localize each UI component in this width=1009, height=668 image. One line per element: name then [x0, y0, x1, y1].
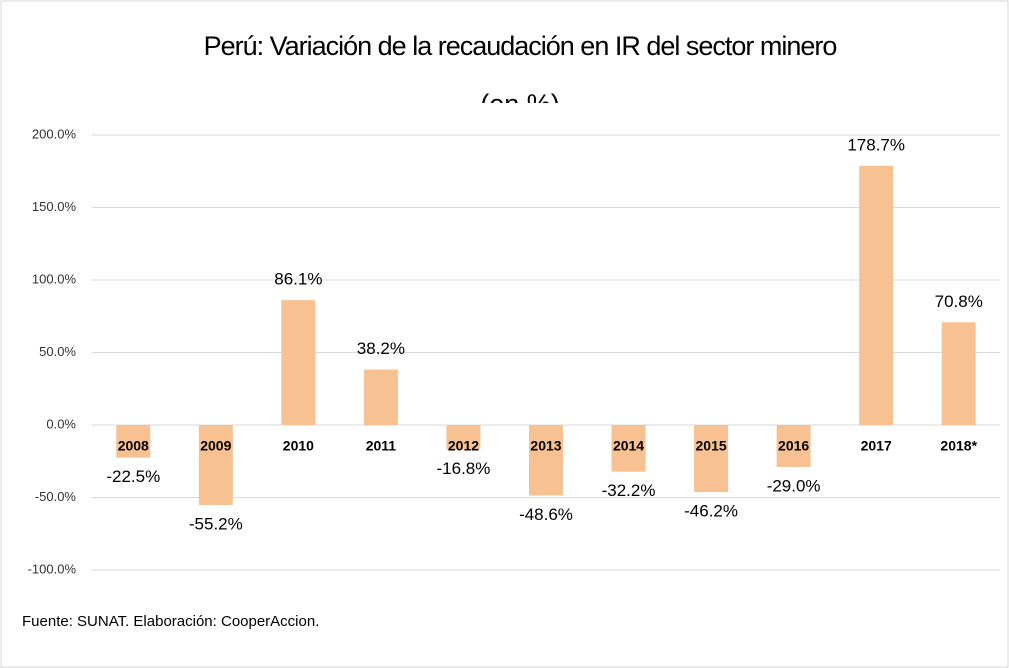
y-tick-label: -50.0%	[35, 489, 77, 504]
chart-subtitle: (en %)	[480, 89, 560, 119]
x-tick-label: 2009	[200, 438, 231, 454]
y-tick-label: 200.0%	[32, 126, 77, 141]
value-label: -46.2%	[684, 501, 738, 520]
bar	[859, 165, 894, 425]
x-tick-label: 2013	[530, 438, 561, 454]
x-tick-label: 2017	[861, 438, 892, 454]
bar	[611, 425, 646, 472]
bar	[363, 369, 398, 425]
source-note: Fuente: SUNAT. Elaboración: CooperAccion…	[22, 613, 319, 630]
value-label: -32.2%	[602, 481, 656, 500]
y-tick-label: 50.0%	[39, 344, 76, 359]
y-tick-label: 100.0%	[32, 271, 77, 286]
bar	[529, 425, 563, 496]
value-label: 70.8%	[935, 292, 983, 311]
value-label: -29.0%	[767, 477, 821, 496]
bar	[446, 425, 481, 450]
x-tick-label: 2011	[366, 438, 397, 454]
x-tick-label: 2010	[283, 438, 314, 454]
value-label: -16.8%	[437, 459, 491, 478]
x-tick-label: 2016	[778, 438, 809, 454]
bar	[941, 322, 976, 425]
x-tick-label: 2012	[448, 438, 479, 454]
y-tick-label: -100.0%	[28, 561, 77, 576]
x-tick-label: 2014	[613, 438, 644, 454]
value-label: 178.7%	[847, 135, 905, 154]
x-tick-label: 2018*	[940, 438, 977, 454]
value-label: -55.2%	[189, 515, 243, 534]
bar	[116, 425, 151, 458]
bar	[281, 300, 316, 425]
value-label: 86.1%	[274, 270, 322, 289]
x-tick-label: 2008	[118, 438, 149, 454]
x-tick-label: 2015	[696, 438, 727, 454]
bar	[694, 425, 729, 492]
value-label: 38.2%	[357, 339, 405, 358]
value-label: -22.5%	[106, 467, 160, 486]
bar	[198, 425, 233, 506]
y-tick-label: 150.0%	[32, 199, 77, 214]
value-label: -48.6%	[519, 505, 573, 524]
bar	[776, 425, 811, 468]
y-tick-label: 0.0%	[46, 416, 76, 431]
chart-title: Perú: Variación de la recaudación en IR …	[204, 31, 837, 61]
